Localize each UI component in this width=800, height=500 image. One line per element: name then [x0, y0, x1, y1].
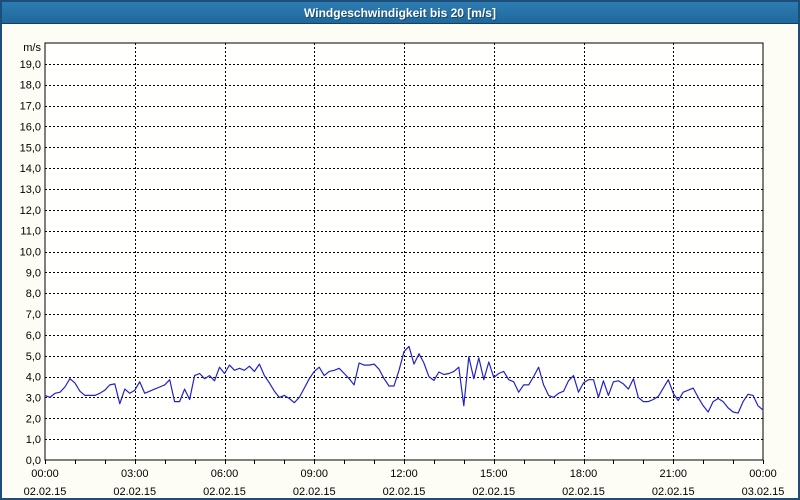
svg-text:2,0: 2,0	[26, 413, 41, 425]
title-bar: Windgeschwindigkeit bis 20 [m/s]	[2, 2, 798, 24]
svg-text:m/s: m/s	[23, 42, 41, 54]
svg-text:06:00: 06:00	[211, 468, 239, 480]
svg-text:00:00: 00:00	[31, 468, 59, 480]
svg-text:03:00: 03:00	[121, 468, 149, 480]
svg-text:02.02.15: 02.02.15	[113, 486, 156, 498]
svg-text:10,0: 10,0	[20, 247, 41, 259]
svg-text:17,0: 17,0	[20, 101, 41, 113]
svg-text:02.02.15: 02.02.15	[203, 486, 246, 498]
svg-text:12:00: 12:00	[390, 468, 418, 480]
svg-text:7,0: 7,0	[26, 309, 41, 321]
svg-text:19,0: 19,0	[20, 59, 41, 71]
svg-text:8,0: 8,0	[26, 288, 41, 300]
svg-text:11,0: 11,0	[20, 226, 41, 238]
svg-text:0,0: 0,0	[26, 455, 41, 467]
svg-text:15:00: 15:00	[480, 468, 508, 480]
chart-area: 0,0 1,0 2,0 3,0 4,0 5,0 6,0 7,0 8,0 9,0 10,0 11,0 12…	[2, 24, 798, 498]
svg-text:02.02.15: 02.02.15	[652, 486, 695, 498]
svg-text:3,0: 3,0	[26, 392, 41, 404]
svg-text:4,0: 4,0	[26, 372, 41, 384]
svg-text:02.02.15: 02.02.15	[293, 486, 336, 498]
svg-text:03.02.15: 03.02.15	[742, 486, 785, 498]
svg-text:1,0: 1,0	[26, 434, 41, 446]
chart-canvas: 0,0 1,0 2,0 3,0 4,0 5,0 6,0 7,0 8,0 9,0 10,0 11,0 12…	[20, 42, 785, 498]
svg-text:5,0: 5,0	[26, 351, 41, 363]
svg-text:18:00: 18:00	[570, 468, 598, 480]
svg-text:14,0: 14,0	[20, 163, 41, 175]
svg-text:00:00: 00:00	[749, 468, 777, 480]
svg-text:12,0: 12,0	[20, 205, 41, 217]
svg-text:02.02.15: 02.02.15	[472, 486, 515, 498]
svg-text:15,0: 15,0	[20, 142, 41, 154]
svg-text:21:00: 21:00	[659, 468, 687, 480]
svg-text:13,0: 13,0	[20, 184, 41, 196]
svg-text:16,0: 16,0	[20, 121, 41, 133]
svg-text:6,0: 6,0	[26, 330, 41, 342]
svg-text:18,0: 18,0	[20, 80, 41, 92]
svg-text:9,0: 9,0	[26, 267, 41, 279]
svg-text:02.02.15: 02.02.15	[562, 486, 605, 498]
svg-text:02.02.15: 02.02.15	[383, 486, 426, 498]
svg-text:02.02.15: 02.02.15	[24, 486, 67, 498]
chart-title: Windgeschwindigkeit bis 20 [m/s]	[304, 6, 496, 20]
svg-text:09:00: 09:00	[300, 468, 328, 480]
